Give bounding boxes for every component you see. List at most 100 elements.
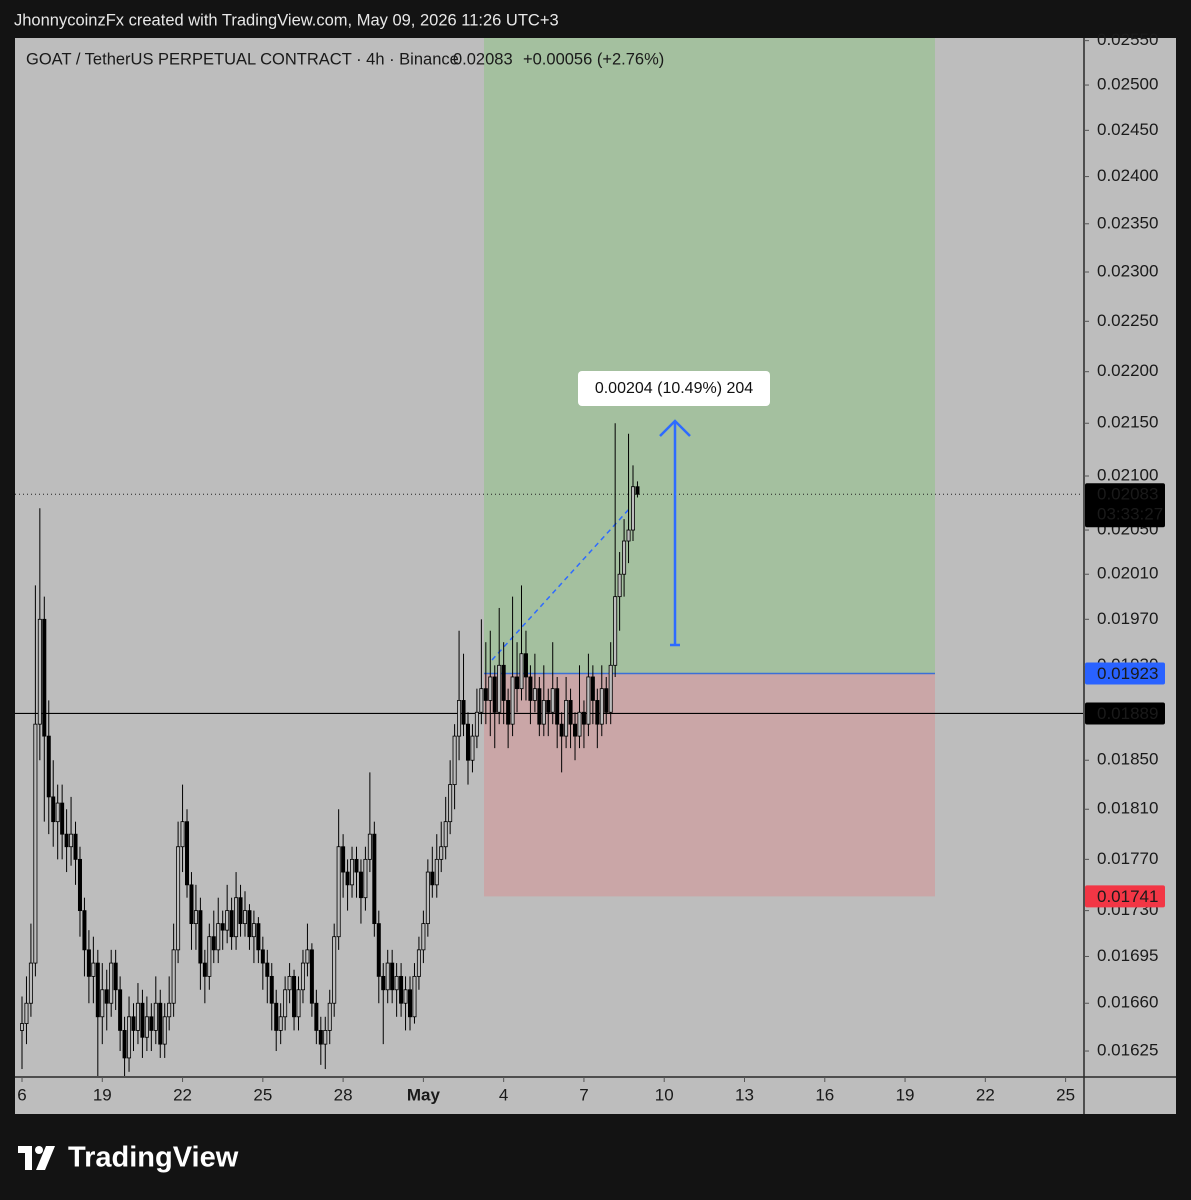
x-tick-label: 22	[976, 1085, 995, 1104]
candle-body	[497, 664, 502, 713]
candle-body	[33, 723, 38, 964]
candle-body	[523, 653, 528, 678]
y-tick-label: 0.02400	[1097, 166, 1158, 185]
candle-body	[55, 802, 60, 823]
brand: TradingView	[68, 1142, 239, 1174]
candle-body	[198, 910, 203, 964]
x-tick-label: 16	[815, 1085, 834, 1104]
candle-body	[113, 962, 118, 991]
y-tick-label: 0.01770	[1097, 849, 1158, 868]
candle-body	[617, 573, 622, 598]
candle-body	[537, 688, 542, 725]
y-tick-label: 0.02550	[1097, 30, 1158, 49]
candle-body	[608, 664, 613, 713]
candle-body	[37, 618, 42, 725]
last-price-label: 0.02083	[1097, 485, 1158, 504]
candle-body	[541, 700, 546, 725]
y-tick-label: 0.02250	[1097, 311, 1158, 330]
candle-body	[457, 700, 462, 737]
candle-body	[189, 884, 194, 925]
candle-body	[354, 858, 359, 873]
candle-body	[269, 975, 274, 1004]
candle-body	[287, 975, 292, 991]
candle-body	[127, 1016, 132, 1059]
hline-price-label-box	[1085, 702, 1165, 725]
candle-body	[399, 975, 404, 1004]
candle-body	[408, 989, 413, 1018]
candle-body	[274, 1002, 279, 1031]
x-tick-label: 7	[579, 1085, 588, 1104]
y-tick-label: 0.01660	[1097, 993, 1158, 1012]
candle-body	[292, 975, 297, 1018]
candle-body	[158, 1002, 163, 1045]
candle-body	[256, 923, 261, 951]
candle-body	[234, 897, 239, 938]
candle-body	[635, 486, 640, 495]
candle-body	[95, 962, 100, 1018]
x-tick-label: 10	[655, 1085, 674, 1104]
y-tick-label: 0.02200	[1097, 361, 1158, 380]
candle-body	[296, 989, 301, 1018]
measure-label-box	[578, 371, 770, 406]
candle-body	[104, 989, 109, 1004]
candle-body	[176, 846, 181, 951]
candle-body	[595, 700, 600, 725]
candle-body	[363, 858, 368, 899]
candle-body	[180, 821, 185, 848]
candle-body	[100, 989, 105, 1018]
logo-dot	[35, 1146, 43, 1154]
candle-body	[488, 676, 493, 701]
candle-body	[546, 700, 551, 713]
candle-body	[403, 989, 408, 1004]
hline-price-label: 0.01889	[1097, 704, 1158, 723]
candle-body	[309, 949, 314, 1004]
countdown: 03:33:27	[1097, 505, 1163, 524]
candle-body	[202, 962, 207, 977]
candle-body	[412, 975, 417, 1018]
candle-body	[613, 596, 618, 666]
candle-body	[167, 1002, 172, 1018]
candle-body	[336, 846, 341, 938]
candle-body	[452, 735, 457, 786]
candle-body	[327, 1002, 332, 1031]
candle-body	[220, 923, 225, 931]
candle-body	[216, 923, 221, 951]
candle-body	[577, 711, 582, 737]
candle-body	[372, 833, 377, 925]
candle-body	[91, 962, 96, 977]
projection-line	[491, 507, 631, 661]
candle-body	[24, 1002, 29, 1024]
candle-body	[144, 1016, 149, 1038]
candle-body	[260, 949, 265, 964]
candle-body	[28, 962, 33, 1004]
candle-body	[77, 858, 82, 912]
y-tick-label: 0.01695	[1097, 946, 1158, 965]
axes: 0.00204 (10.49%) 204 0.02550 0.02500 0.0245…	[17, 30, 1165, 1104]
candle-body	[162, 1016, 167, 1045]
candle-body	[171, 949, 176, 1004]
x-tick-label: 6	[17, 1085, 26, 1104]
candle-body	[443, 821, 448, 848]
candle-body	[581, 711, 586, 725]
candle-body	[448, 784, 453, 823]
candle-body	[86, 949, 91, 977]
candle-body	[318, 1030, 323, 1045]
candle-body	[586, 676, 591, 725]
entry-price-label: 0.01923	[1097, 664, 1158, 683]
candle-body	[109, 962, 114, 1004]
candle-body	[251, 923, 256, 938]
candle-body	[73, 833, 78, 860]
legend-price: 0.02083	[453, 50, 513, 68]
measure-label: 0.00204 (10.49%) 204	[595, 380, 753, 397]
candle-body	[506, 700, 511, 725]
stop-price-label-box	[1085, 885, 1165, 908]
candle-body	[501, 664, 506, 701]
x-tick-label: 25	[253, 1085, 272, 1104]
candle-body	[564, 700, 569, 737]
candle-body	[626, 529, 631, 542]
y-tick-label: 0.02500	[1097, 75, 1158, 94]
candle-body	[242, 910, 247, 925]
candle-body	[305, 949, 310, 964]
logo: TradingView	[18, 1142, 239, 1174]
